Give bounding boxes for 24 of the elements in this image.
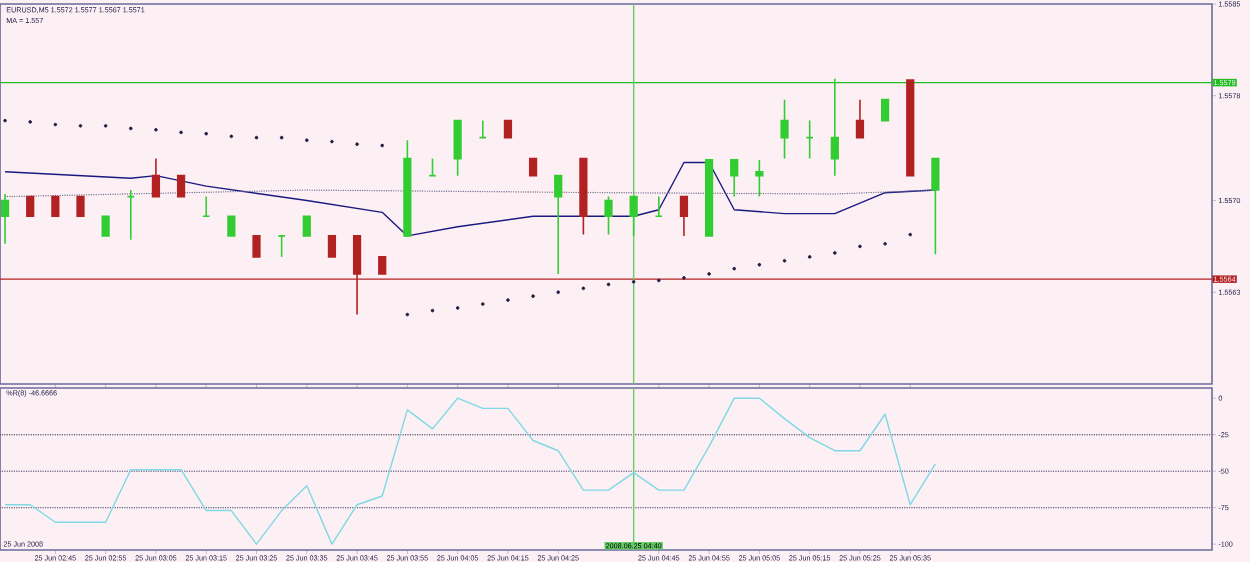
candlestick <box>76 195 85 218</box>
candlestick <box>579 157 588 236</box>
candlestick <box>679 195 689 237</box>
candlestick <box>730 159 739 198</box>
candlestick <box>931 157 940 256</box>
candlestick <box>151 157 161 198</box>
candlestick <box>126 189 135 241</box>
candlestick <box>704 159 714 237</box>
candlestick <box>855 98 865 139</box>
candlestick <box>780 98 789 160</box>
candlestick <box>327 235 337 258</box>
candlestick <box>604 195 613 236</box>
candlestick <box>0 193 10 245</box>
candlestick <box>554 174 563 275</box>
line-series <box>4 161 937 237</box>
candlestick <box>805 119 814 160</box>
candlestick <box>629 195 638 237</box>
candlestick <box>302 215 311 237</box>
candlestick <box>830 77 839 177</box>
candlestick <box>227 215 236 237</box>
candlestick <box>755 159 764 198</box>
candlestick <box>101 215 110 237</box>
candlestick <box>252 235 261 258</box>
candlestick <box>403 139 412 237</box>
